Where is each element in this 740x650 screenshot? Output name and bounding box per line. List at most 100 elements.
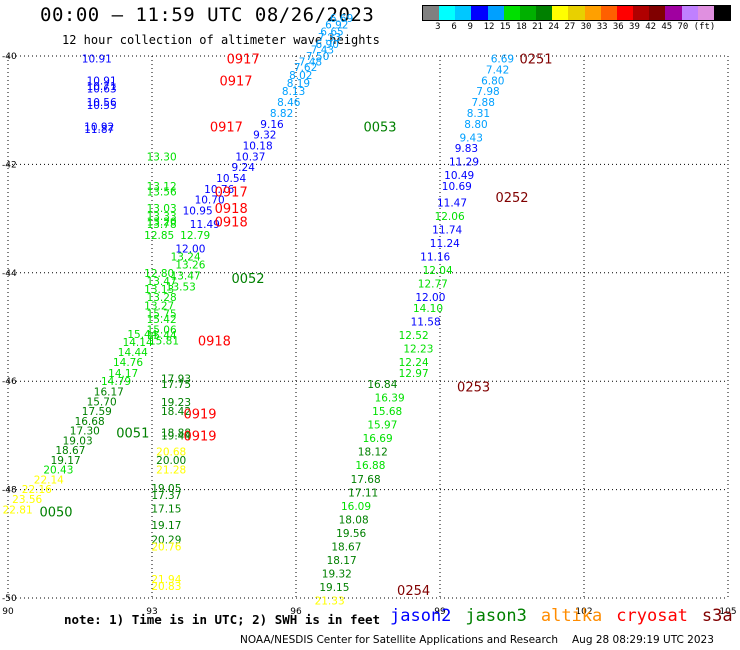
wave-height-point: 19.03 <box>63 435 93 447</box>
color-scale-cell <box>713 6 730 20</box>
wave-height-point: 18.08 <box>339 514 369 526</box>
wave-height-point: 7.43 <box>311 44 334 56</box>
wave-height-point: 16.39 <box>375 392 405 404</box>
wave-height-point: 20.68 <box>156 447 186 459</box>
wave-height-point: 10.92 <box>84 121 114 133</box>
wave-height-point: 17.11 <box>348 487 378 499</box>
wave-height-point: 18.67 <box>331 542 361 554</box>
wave-height-point: 9.32 <box>253 130 276 142</box>
wave-height-point: 10.49 <box>444 170 474 182</box>
color-scale-label: 27 <box>564 22 576 32</box>
chart-subtitle: 12 hour collection of altimeter wave hei… <box>62 33 380 47</box>
wave-height-point: 15.68 <box>372 406 402 418</box>
color-scale-label: 21 <box>532 22 543 32</box>
pass-time-label: 0053 <box>363 120 396 135</box>
wave-height-point: 16.68 <box>75 416 105 428</box>
pass-time-label: 0050 <box>39 505 72 520</box>
color-scale-labels: 3 6 9 12 15 18 21 24 27 30 33 36 39 42 45 70 (ft) <box>422 22 729 34</box>
wave-height-point: 10.54 <box>216 173 246 185</box>
pass-time-label: 0918 <box>215 215 248 230</box>
wave-height-point: 8.80 <box>464 119 487 131</box>
wave-height-point: 14.76 <box>113 357 143 369</box>
wave-height-point: 10.76 <box>204 184 234 196</box>
color-scale-label: 18 <box>515 22 527 32</box>
wave-height-point: 7.98 <box>476 86 499 98</box>
wave-height-point: 7.62 <box>294 62 317 74</box>
wave-height-point: 16.88 <box>355 460 385 472</box>
pass-time-label: 0917 <box>210 120 243 135</box>
pass-time-label: 0251 <box>519 53 552 68</box>
wave-height-point: 10.63 <box>87 84 117 96</box>
wave-height-point: 7.42 <box>486 65 509 77</box>
legend-item-altika: altika <box>540 606 603 626</box>
color-scale-label: 36 <box>612 22 624 32</box>
legend-item-cryosat: cryosat <box>616 606 688 626</box>
wave-height-point: 13.78 <box>147 219 177 231</box>
wave-height-point: 16.09 <box>341 501 371 513</box>
wave-height-point: 11.87 <box>84 124 114 136</box>
pass-time-label: 0919 <box>183 429 216 444</box>
color-scale-label: 24 <box>548 22 560 32</box>
wave-height-point: 14.10 <box>413 303 443 315</box>
pass-time-label: 0917 <box>215 186 248 201</box>
wave-height-point: 18.67 <box>55 445 85 457</box>
color-scale-label: 70 <box>677 22 689 32</box>
wave-height-point: 19.32 <box>322 569 352 581</box>
color-scale-label: (ft) <box>693 22 716 32</box>
wave-height-point: 10.91 <box>87 75 117 87</box>
x-tick-label: 105 <box>719 607 736 617</box>
wave-height-point: 17.75 <box>161 379 191 391</box>
wave-height-point: 6.80 <box>481 75 504 87</box>
color-scale-label: 45 <box>661 22 673 32</box>
color-scale-cell <box>455 6 472 20</box>
color-scale-cell <box>600 6 617 20</box>
wave-height-point: 12.77 <box>418 279 448 291</box>
pass-time-label: 0051 <box>116 427 149 442</box>
wave-height-point: 10.37 <box>235 151 265 163</box>
wave-height-point: 19.15 <box>319 582 349 594</box>
wave-height-point: 18.88 <box>161 428 191 440</box>
wave-height-point: 11.49 <box>190 219 220 231</box>
wave-height-point: 11.47 <box>437 197 467 209</box>
wave-height-point: 9.16 <box>260 119 284 131</box>
y-tick-label: -42 <box>2 160 17 170</box>
wave-height-point: 19.56 <box>336 528 366 540</box>
wave-height-point: 19.05 <box>151 483 181 495</box>
legend-item-s3a: s3a <box>701 606 733 626</box>
wave-height-point: 13.20 <box>147 216 177 228</box>
color-scale-cell <box>423 6 440 20</box>
color-scale-label: 30 <box>580 22 592 32</box>
wave-height-point: 14.44 <box>118 347 148 359</box>
wave-height-point: 8.46 <box>277 97 301 109</box>
wave-height-point: 6.69 <box>330 13 353 25</box>
wave-height-point: 8.02 <box>289 70 312 82</box>
satellite-legend: jason2 jason3 altika cryosat s3a <box>390 606 733 626</box>
wave-height-point: 20.00 <box>156 455 186 467</box>
wave-height-point: 6.65 <box>320 27 343 39</box>
color-scale-cell <box>681 6 698 20</box>
wave-height-point: 10.55 <box>87 100 117 112</box>
wave-height-point: 17.37 <box>151 490 181 502</box>
wave-height-point: 13.27 <box>144 300 174 312</box>
chart-title: 00:00 – 11:59 UTC 08/26/2023 <box>40 4 375 26</box>
wave-height-point: 8.19 <box>287 78 310 90</box>
color-scale-label: 3 <box>435 22 441 32</box>
color-scale-cell <box>584 6 601 20</box>
x-tick-label: 99 <box>434 607 446 617</box>
wave-height-point: 20.76 <box>151 542 181 554</box>
wave-height-point: 15.44 <box>147 330 177 342</box>
y-tick-label: -46 <box>2 377 17 387</box>
wave-height-point: 17.93 <box>161 373 191 385</box>
x-tick-label: 93 <box>146 607 157 617</box>
color-scale-cell <box>552 6 569 20</box>
wave-height-point: 7.50 <box>306 51 329 63</box>
wave-height-point: 13.53 <box>166 281 196 293</box>
wave-height-point: 9.43 <box>460 132 483 144</box>
x-tick-label: 102 <box>575 607 592 617</box>
wave-height-point: 19.23 <box>161 397 191 409</box>
wave-height-point: 13.13 <box>144 284 174 296</box>
wave-height-point: 15.06 <box>147 325 177 337</box>
color-scale-label: 42 <box>645 22 657 32</box>
wave-height-point: 16.17 <box>94 386 124 398</box>
wave-height-point: 10.18 <box>243 140 273 152</box>
